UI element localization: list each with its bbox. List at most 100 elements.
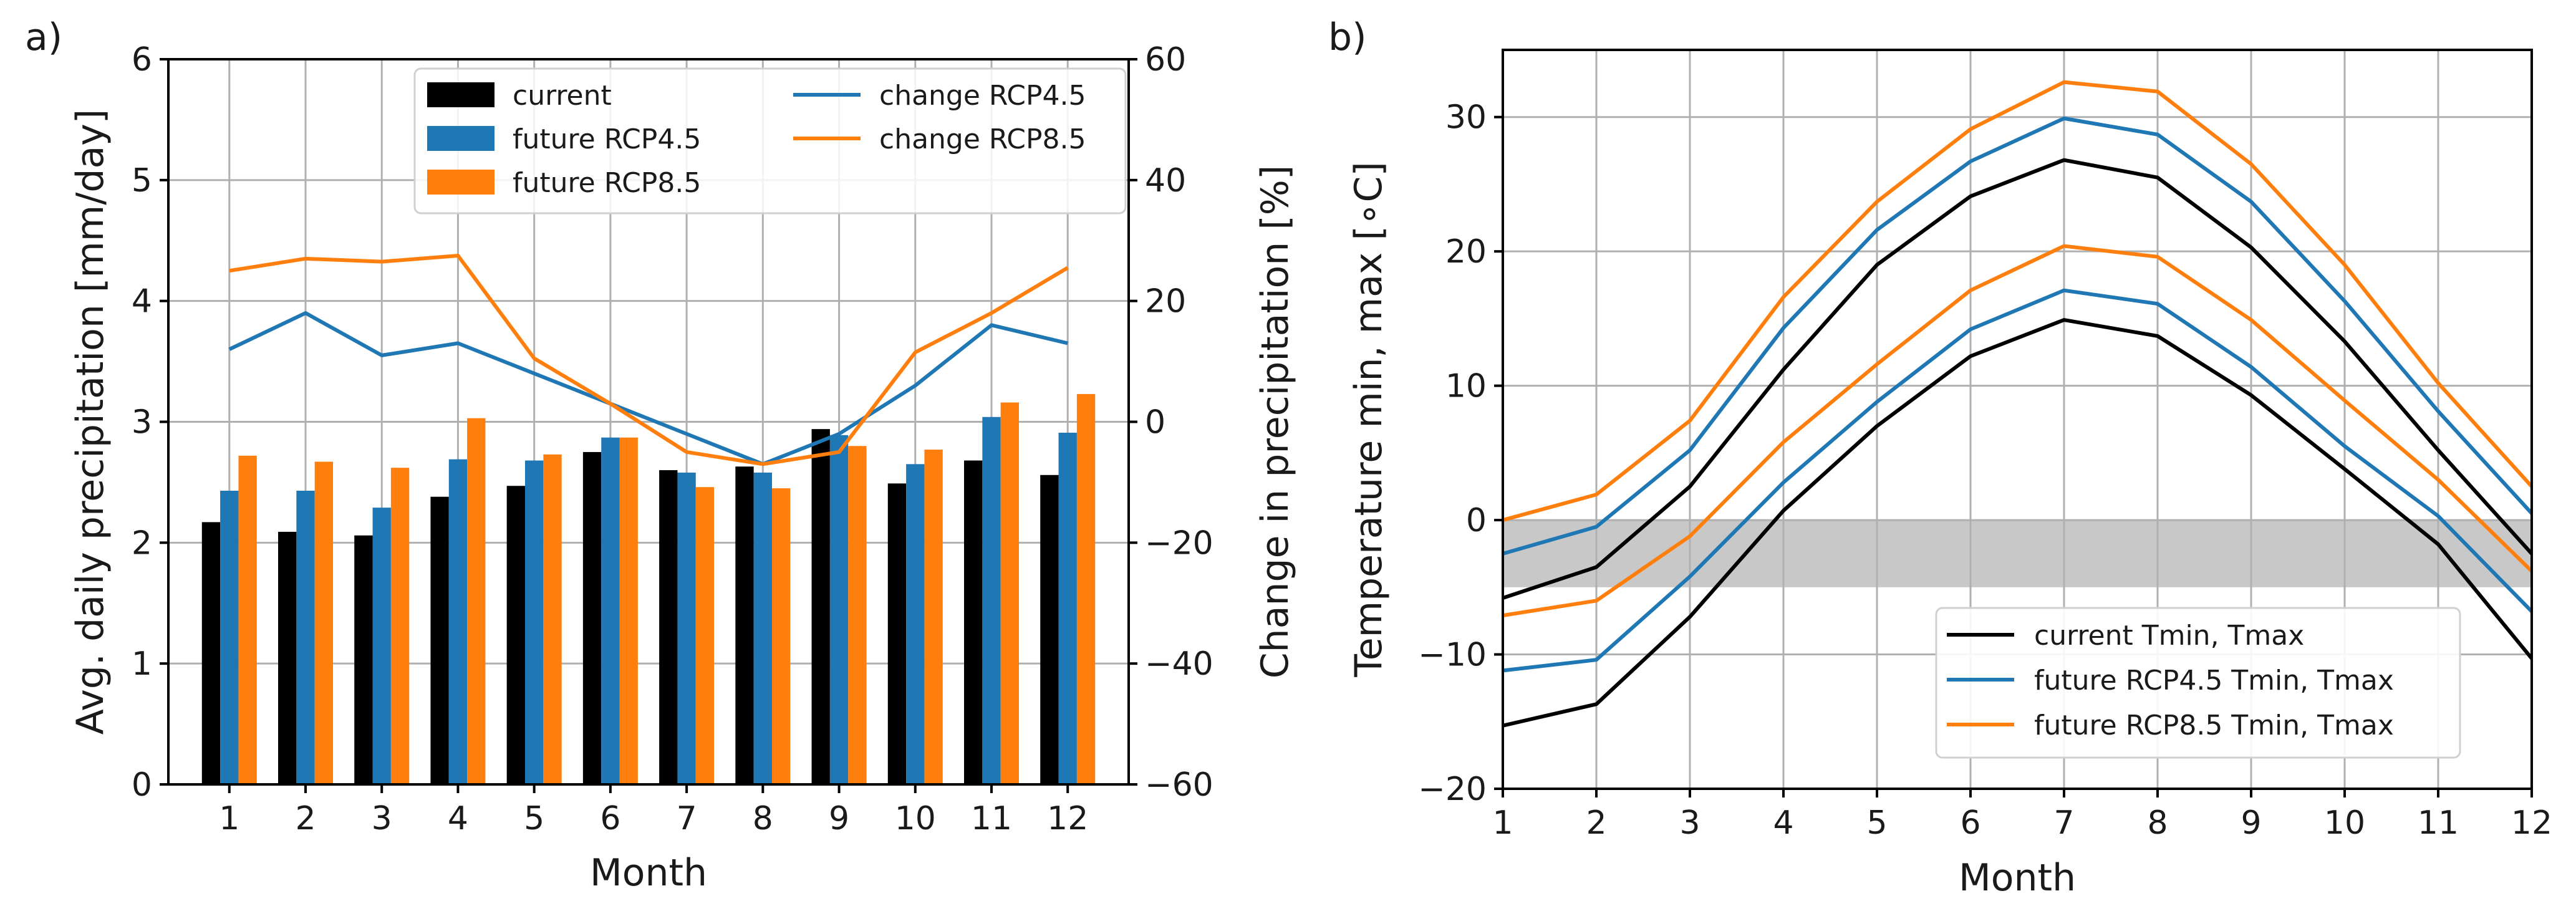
y-tick-label: 4: [132, 283, 152, 320]
bar-current: [582, 451, 602, 784]
y2-tick-label: −60: [1145, 766, 1213, 804]
y-tick-label: −10: [1418, 637, 1487, 674]
bar-future-rcp4-5: [1058, 432, 1077, 784]
legend-label: current: [513, 80, 612, 112]
y-tick-label: 10: [1445, 368, 1487, 405]
x-tick-label: 10: [895, 800, 936, 837]
legend-label: future RCP8.5 Tmin, Tmax: [2034, 710, 2394, 741]
y-tick-label: 0: [132, 766, 152, 804]
bar-future-rcp4-5: [601, 437, 620, 784]
bar-current: [811, 429, 830, 784]
line-change-rcp8-5: [229, 253, 1069, 466]
bar-current: [887, 483, 907, 784]
x-tick-label: 11: [2418, 804, 2459, 842]
legend-label: change RCP4.5: [879, 80, 1086, 112]
x-tick-label: 3: [372, 800, 392, 837]
legend-box: [1935, 607, 2461, 759]
bar-current: [354, 535, 373, 784]
bar-future-rcp4-5: [906, 464, 925, 784]
x-tick-label: 7: [2053, 804, 2074, 842]
x-tick-label: 8: [753, 800, 773, 837]
bar-future-rcp8-5: [238, 455, 257, 784]
bar-future-rcp4-5: [677, 472, 696, 784]
x-tick-label: 1: [219, 800, 239, 837]
x-tick-label: 7: [677, 800, 697, 837]
legend-label: current Tmin, Tmax: [2034, 620, 2304, 652]
bar-current: [278, 531, 297, 784]
legend-swatch: [427, 82, 494, 107]
x-axis-label: Month: [590, 851, 707, 895]
y-tick-label: 1: [132, 645, 152, 683]
line-current-tmax: [1502, 158, 2534, 600]
x-tick-label: 6: [600, 800, 620, 837]
y-tick-label: −20: [1418, 771, 1487, 808]
bar-future-rcp8-5: [543, 454, 562, 784]
line-future-rcp8-5-tmin: [1502, 244, 2534, 618]
bar-future-rcp4-5: [220, 490, 239, 784]
bar-future-rcp8-5: [1000, 402, 1019, 784]
y2-tick-label: −40: [1145, 645, 1213, 683]
bar-future-rcp8-5: [467, 418, 486, 784]
bar-future-rcp8-5: [772, 488, 791, 784]
legend-swatch: [427, 126, 494, 151]
y-tick-label: 20: [1445, 233, 1487, 271]
y-tick-label: 3: [132, 404, 152, 441]
y-tick-label: 30: [1445, 99, 1487, 137]
legend-label: future RCP4.5 Tmin, Tmax: [2034, 665, 2394, 696]
x-tick-label: 3: [1679, 804, 1700, 842]
line-change-rcp4-5: [228, 311, 1068, 466]
bar-future-rcp4-5: [296, 490, 315, 784]
panel-b-label: b): [1328, 16, 1367, 59]
y-tick-label: 6: [132, 41, 152, 79]
legend-label: future RCP8.5: [513, 167, 701, 199]
plot-frame-b: [1502, 49, 2533, 790]
legend-swatch: [427, 170, 494, 195]
bar-future-rcp4-5: [372, 508, 391, 784]
x-tick-label: 9: [829, 800, 849, 837]
legend-box: [413, 67, 1127, 214]
bar-current: [430, 496, 449, 784]
y-axis-label: Avg. daily precipitation [mm/day]: [69, 109, 112, 735]
line-future-rcp4-5-tmin: [1502, 288, 2534, 673]
legend-a: current future RCP4.5 future RCP8.5 change …: [413, 67, 1127, 214]
x-tick-label: 9: [2241, 804, 2261, 842]
bar-current: [201, 522, 221, 784]
y-axis-label: Temperature min, max [∘C]: [1347, 161, 1391, 678]
line-future-rcp4-5-tmax: [1502, 116, 2534, 556]
y2-tick-label: −20: [1145, 524, 1213, 562]
bar-future-rcp8-5: [390, 468, 410, 784]
bar-future-rcp4-5: [753, 472, 772, 784]
legend-label: future RCP4.5: [513, 123, 701, 155]
bar-future-rcp8-5: [924, 450, 943, 784]
bar-future-rcp4-5: [982, 417, 1001, 784]
x-tick-label: 11: [971, 800, 1012, 837]
bar-future-rcp8-5: [314, 461, 333, 784]
x-tick-label: 4: [1773, 804, 1793, 842]
bar-current: [1040, 475, 1059, 784]
panel-a-label: a): [25, 16, 62, 59]
x-tick-label: 5: [524, 800, 544, 837]
x-tick-label: 1: [1492, 804, 1513, 842]
x-tick-label: 6: [1960, 804, 1980, 842]
y2-tick-label: 0: [1145, 404, 1165, 441]
legend-b: current Tmin, Tmax future RCP4.5 Tmin, Tm…: [1935, 607, 2461, 759]
bar-future-rcp8-5: [695, 487, 715, 784]
bar-current: [659, 470, 678, 784]
bar-current: [964, 460, 983, 784]
y-tick-label: 0: [1466, 502, 1487, 539]
y-tick-label: 5: [132, 162, 152, 200]
bar-future-rcp8-5: [1076, 393, 1096, 784]
y2-tick-label: 20: [1145, 283, 1186, 320]
bar-future-rcp4-5: [829, 435, 849, 784]
bar-future-rcp8-5: [848, 446, 867, 784]
x-tick-label: 12: [2511, 804, 2552, 842]
x-tick-label: 8: [2147, 804, 2168, 842]
freezing-band: [1503, 520, 2532, 587]
x-tick-label: 10: [2324, 804, 2365, 842]
x-tick-label: 2: [295, 800, 316, 837]
bar-current: [735, 466, 754, 784]
y2-tick-label: 40: [1145, 162, 1186, 200]
